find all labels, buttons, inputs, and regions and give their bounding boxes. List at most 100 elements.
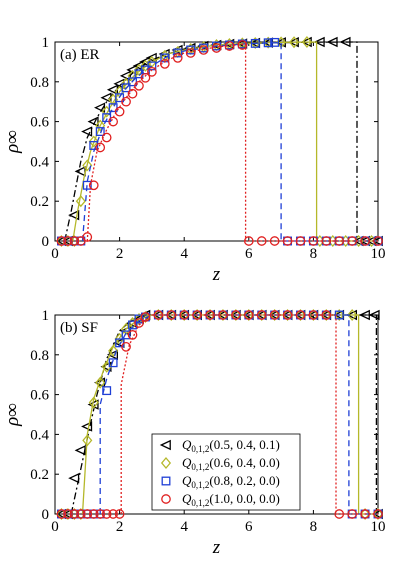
legend-marker [161, 494, 171, 504]
legend: Q0,1,2(0.5, 0.4, 0.1)Q0,1,2(0.6, 0.4, 0.… [151, 433, 301, 511]
data-point [106, 349, 118, 361]
data-point [134, 314, 144, 324]
x-axis-label: z [212, 264, 221, 285]
legend-marker [160, 456, 172, 470]
y-tick-label: 1 [42, 308, 50, 324]
data-point [140, 72, 151, 83]
data-point [301, 35, 312, 49]
panel-label: (b) SF [60, 320, 98, 336]
x-tick-label: 8 [310, 246, 318, 262]
data-point [237, 40, 248, 50]
data-point [140, 312, 151, 322]
data-point [211, 43, 222, 53]
data-point [269, 308, 280, 322]
y-axis-label: ρ∞ [2, 130, 23, 154]
data-point [347, 236, 358, 246]
data-point [256, 310, 267, 320]
data-point [63, 236, 73, 246]
data-point [88, 135, 99, 148]
data-point [173, 48, 183, 58]
data-point [74, 166, 86, 177]
y-tick-label: 0.4 [30, 154, 49, 170]
series-line [86, 43, 378, 242]
data-point [102, 386, 112, 396]
y-tick-label: 0.8 [30, 348, 49, 364]
data-point [295, 310, 306, 320]
data-point [121, 330, 131, 340]
x-axis-label: z [212, 537, 221, 558]
data-point [87, 116, 99, 127]
data-point [101, 509, 112, 519]
data-point [243, 310, 254, 320]
data-point [68, 472, 80, 484]
data-point [243, 308, 254, 322]
data-point [127, 330, 138, 340]
data-point [121, 96, 131, 107]
panel-sf: 0 2 4 6 8 10 0 0.2 0.4 0.6 0.8 1 z ρ∞ (b) SF Q0,1,2(0.5… [2, 308, 386, 558]
data-point [81, 421, 93, 432]
y-tick-label: 0 [42, 507, 50, 523]
legend-marker [161, 476, 171, 486]
data-point [166, 310, 177, 320]
data-point [373, 236, 383, 246]
data-point [146, 55, 157, 68]
data-point [69, 509, 80, 519]
data-point [326, 36, 338, 48]
data-point [147, 67, 157, 77]
data-point [75, 195, 86, 208]
data-point [166, 308, 177, 322]
data-point [82, 180, 92, 190]
data-point [192, 308, 203, 322]
data-point [95, 509, 106, 519]
legend-marker [159, 439, 171, 451]
data-point [89, 141, 99, 150]
data-point [321, 236, 332, 246]
data-point [308, 308, 319, 322]
data-point [250, 36, 261, 50]
data-point [108, 116, 118, 127]
series-line [81, 314, 378, 515]
data-point [339, 36, 351, 48]
data-point [95, 142, 106, 153]
data-point [282, 236, 293, 246]
data-point [82, 509, 93, 519]
data-point [88, 396, 99, 409]
series-line [81, 41, 378, 242]
data-point [313, 36, 325, 48]
y-tick-label: 0.2 [30, 194, 49, 210]
x-tick-label: 6 [245, 246, 253, 262]
x-tick-label: 0 [51, 519, 59, 535]
data-point [243, 236, 254, 246]
data-point [334, 308, 345, 322]
x-tick-label: 10 [371, 246, 386, 262]
data-point [121, 341, 131, 352]
data-point [127, 88, 138, 99]
data-point [360, 507, 371, 521]
data-point [263, 38, 273, 48]
legend-box [151, 433, 301, 511]
data-point [101, 132, 112, 143]
data-point [153, 310, 164, 320]
legend-entry: Q0,1,2(0.6, 0.4, 0.0) [182, 455, 280, 472]
data-point [108, 509, 118, 519]
y-axis-label: ρ∞ [2, 403, 23, 427]
legend-entry: Q0,1,2(0.8, 0.2, 0.0) [182, 473, 280, 490]
data-point [205, 310, 215, 320]
data-point [134, 80, 144, 91]
panel-label: (a) ER [60, 47, 100, 63]
data-point [88, 509, 99, 519]
data-point [179, 310, 190, 320]
data-point [74, 445, 86, 456]
data-point [360, 509, 370, 519]
data-point [295, 236, 306, 246]
series-line [64, 41, 378, 242]
data-point [69, 236, 80, 246]
data-point [321, 310, 332, 320]
x-tick-label: 2 [116, 246, 124, 262]
data-point [82, 434, 93, 447]
y-tick-label: 1 [42, 35, 50, 51]
data-point [172, 53, 183, 63]
y-tick-label: 0.4 [30, 427, 49, 443]
data-point [347, 509, 358, 519]
x-tick-label: 2 [116, 519, 124, 535]
